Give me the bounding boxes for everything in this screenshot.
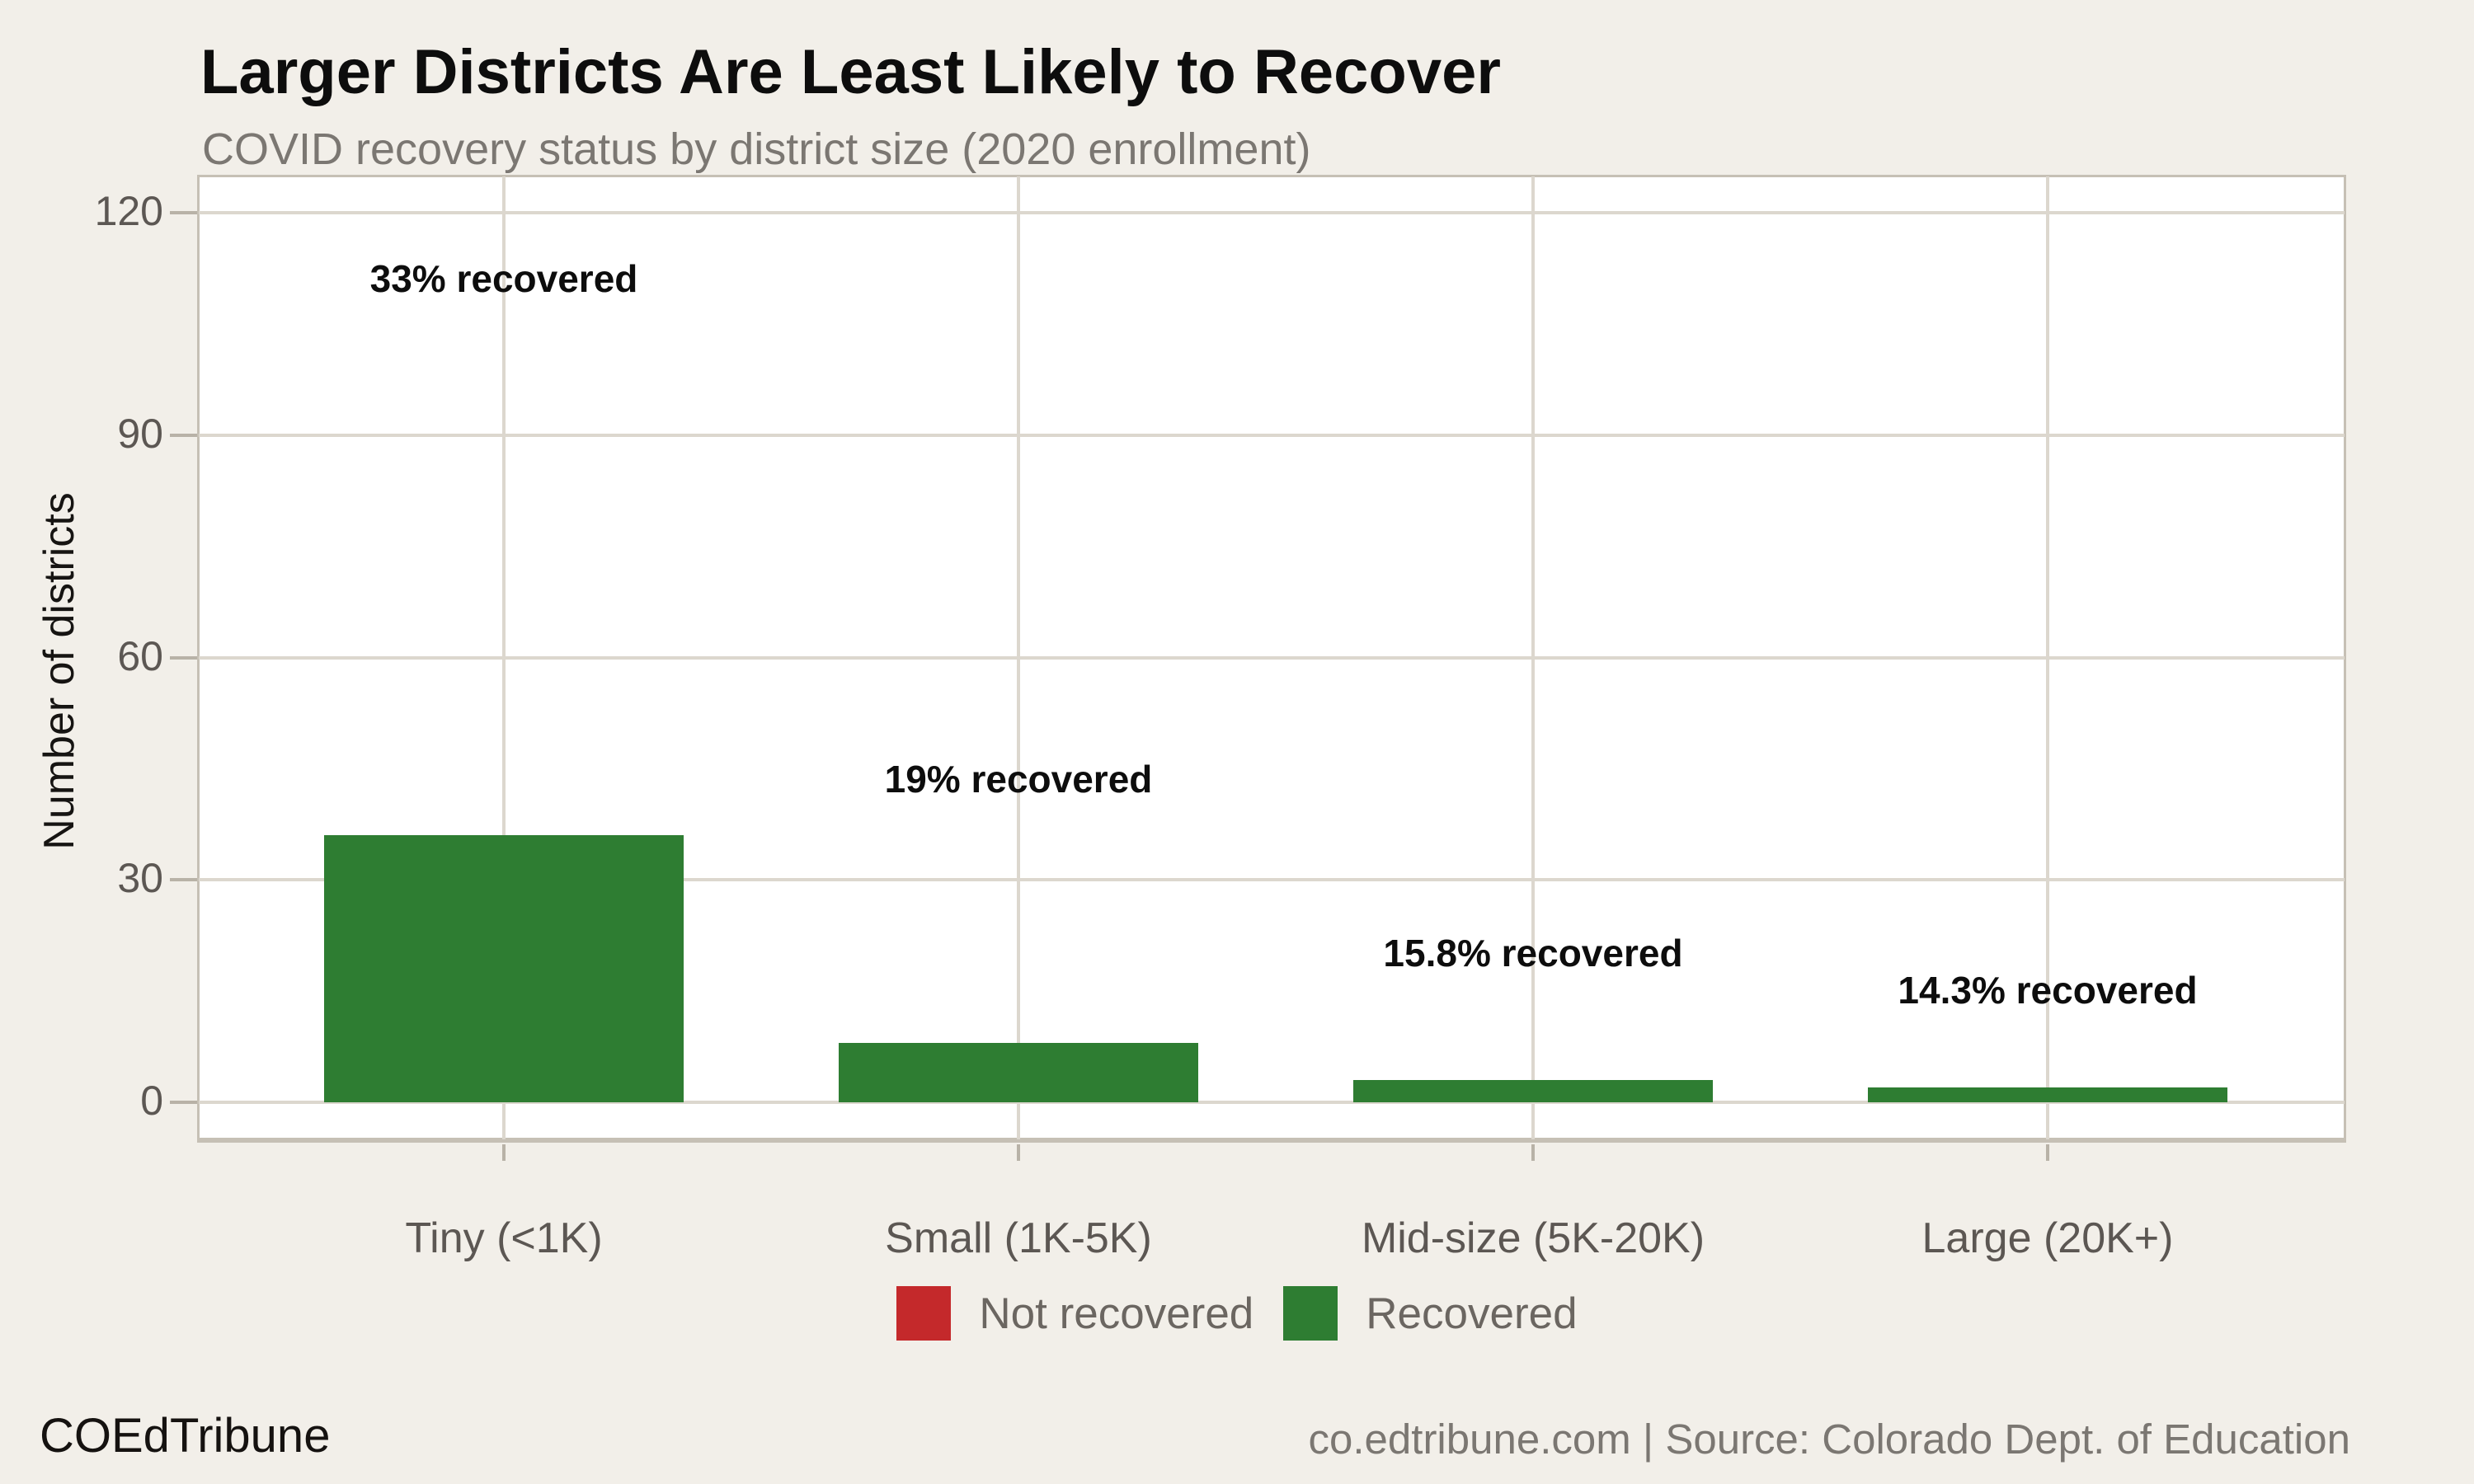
percent-recovered-label: 33% recovered [369, 257, 638, 301]
chart-legend: Not recovered Recovered [0, 1286, 2474, 1341]
legend-swatch-icon [896, 1286, 952, 1341]
y-tick-mark [170, 1101, 197, 1104]
percent-recovered-label: 15.8% recovered [1383, 932, 1683, 975]
y-tick-label: 90 [117, 410, 163, 457]
x-tick-label: Large (20K+) [1921, 1214, 2174, 1262]
x-tick-label: Mid-size (5K-20K) [1361, 1214, 1705, 1262]
x-tick-mark [2046, 1144, 2049, 1161]
legend-label: Recovered [1366, 1289, 1578, 1338]
v-gridline [502, 176, 506, 1139]
chart-title: Larger Districts Are Least Likely to Rec… [200, 37, 1501, 107]
chart-subtitle: COVID recovery status by district size (… [202, 124, 1311, 174]
y-axis-title: Number of districts [35, 492, 83, 850]
h-gridline [199, 878, 2345, 882]
bar-recovered [1353, 1080, 1713, 1102]
bar-recovered [839, 1043, 1198, 1102]
h-gridline [199, 655, 2345, 660]
y-tick-mark [170, 211, 197, 215]
brand-logo-text: COEdTribune [40, 1409, 331, 1463]
x-tick-label: Tiny (<1K) [405, 1214, 603, 1262]
bar-recovered [324, 835, 684, 1102]
x-tick-label: Small (1K-5K) [885, 1214, 1152, 1262]
bar-recovered [1868, 1087, 2227, 1102]
legend-label: Not recovered [979, 1289, 1254, 1338]
y-tick-label: 0 [140, 1078, 163, 1124]
y-tick-label: 120 [94, 188, 163, 235]
y-tick-mark [170, 655, 197, 660]
h-gridline [199, 1101, 2345, 1104]
v-gridline [1017, 176, 1020, 1139]
source-attribution: co.edtribune.com | Source: Colorado Dept… [1308, 1416, 2350, 1463]
y-tick-label: 30 [117, 855, 163, 902]
y-tick-mark [170, 878, 197, 882]
x-tick-mark [1017, 1144, 1020, 1161]
h-gridline [199, 433, 2345, 437]
y-tick-label: 60 [117, 632, 163, 679]
v-gridline [1531, 176, 1535, 1139]
x-tick-mark [502, 1144, 506, 1161]
legend-item: Recovered [1283, 1286, 1578, 1341]
x-tick-mark [1531, 1144, 1535, 1161]
percent-recovered-label: 14.3% recovered [1898, 969, 2198, 1012]
v-gridline [2046, 176, 2049, 1139]
h-gridline [199, 211, 2345, 215]
legend-swatch-icon [1283, 1286, 1338, 1341]
legend-item: Not recovered [896, 1286, 1253, 1341]
y-tick-mark [170, 433, 197, 437]
percent-recovered-label: 19% recovered [884, 757, 1153, 801]
